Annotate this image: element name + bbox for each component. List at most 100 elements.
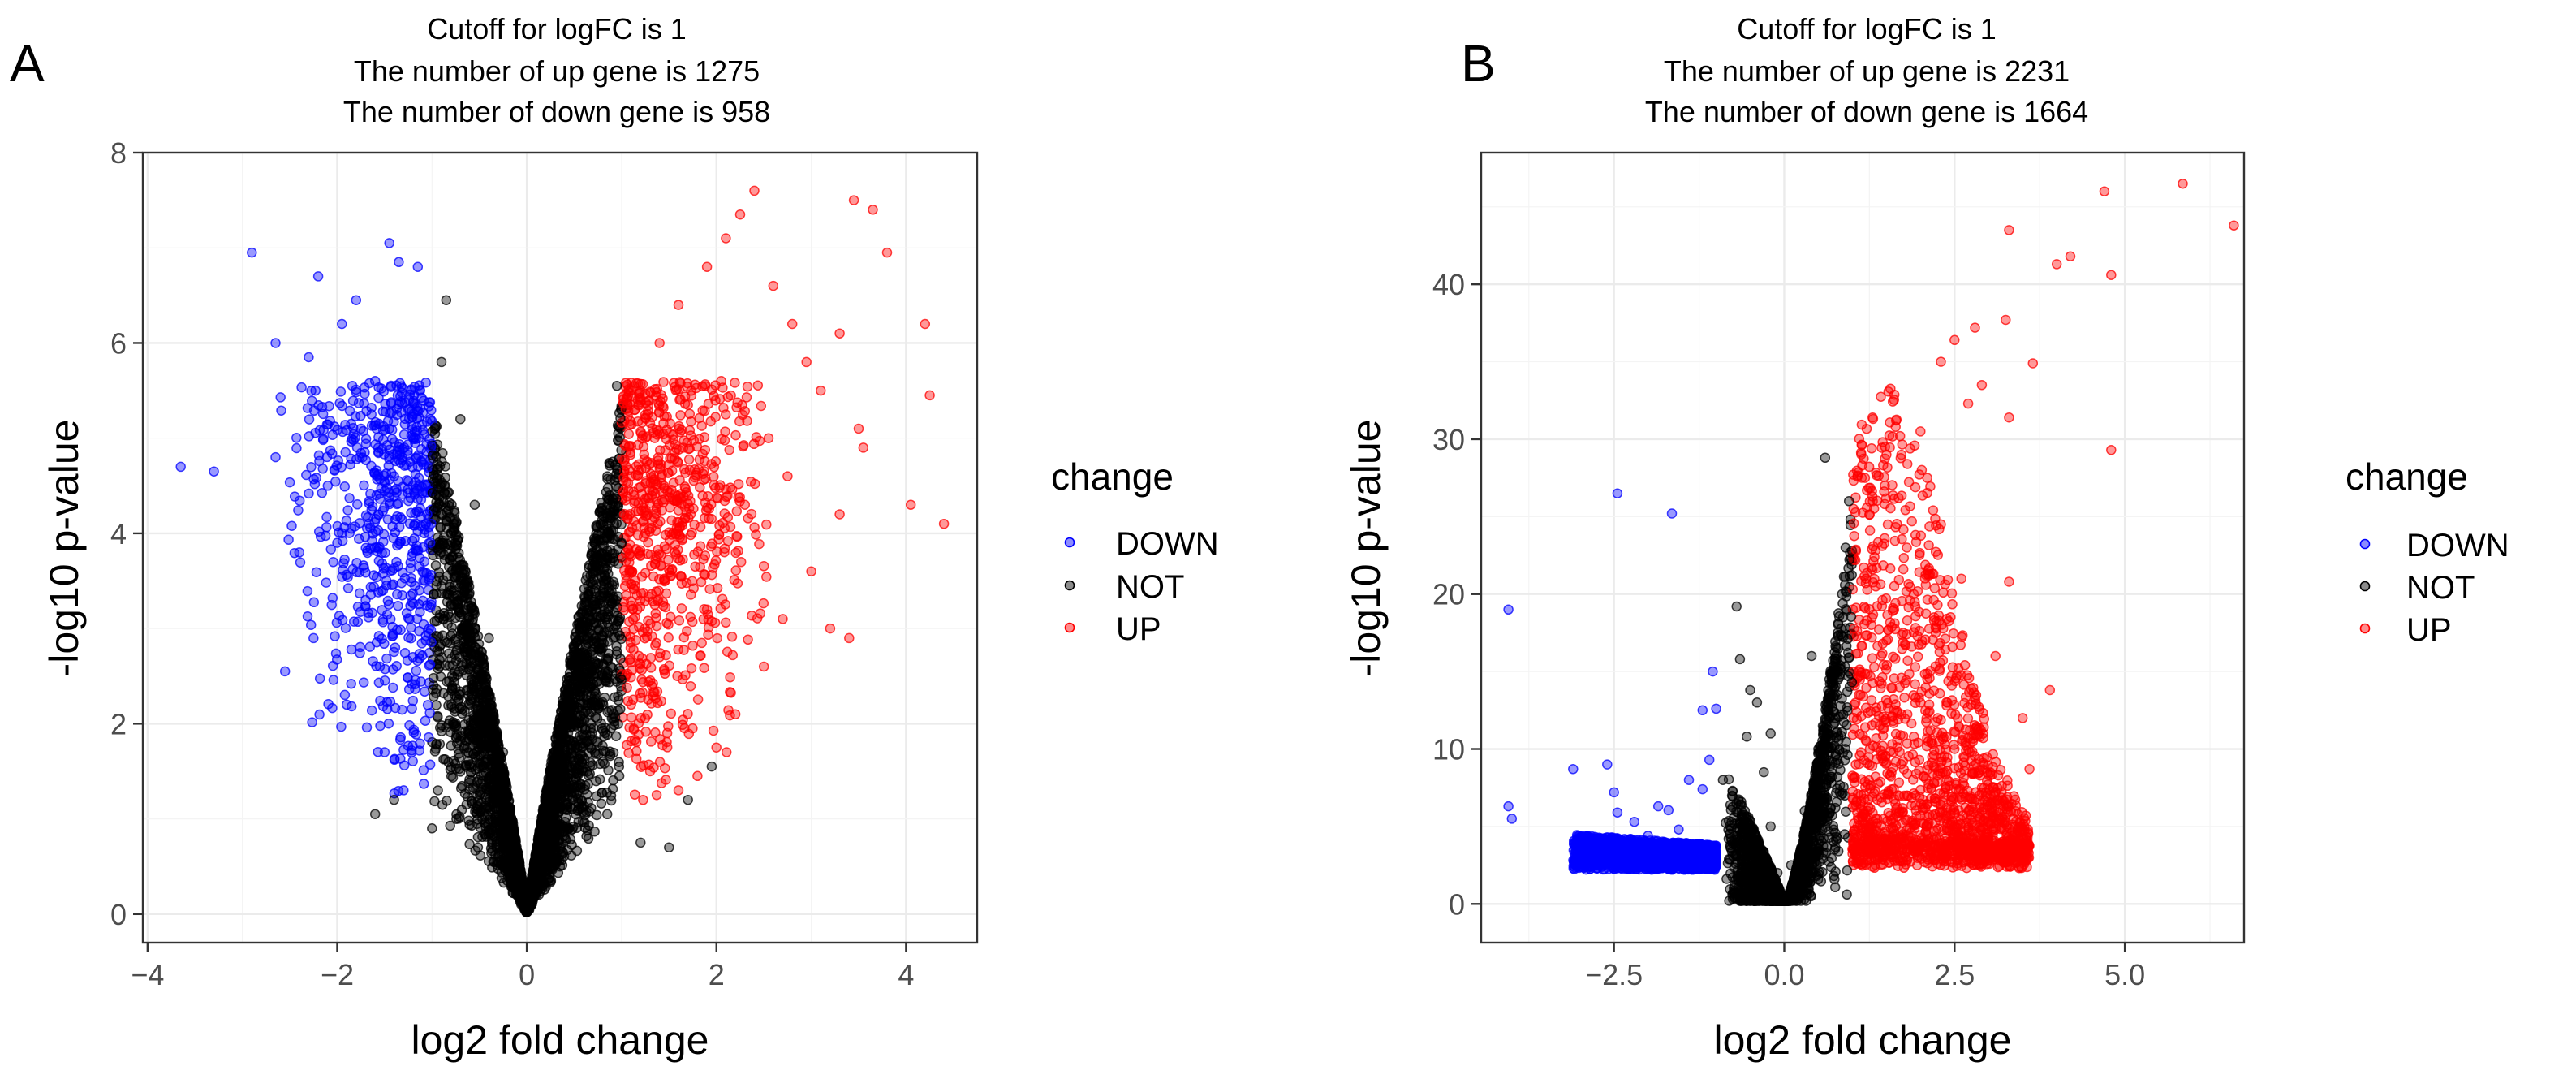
point-up xyxy=(761,519,772,530)
point-up xyxy=(695,482,705,493)
point-up xyxy=(656,389,666,400)
point-up xyxy=(738,441,748,452)
point-up xyxy=(743,634,753,645)
point-not xyxy=(435,479,446,490)
point-down xyxy=(411,665,422,676)
point-up xyxy=(730,565,742,576)
point-down xyxy=(318,434,329,444)
point-down xyxy=(327,660,338,671)
point-down xyxy=(366,705,377,716)
point-up xyxy=(719,508,730,519)
point-down xyxy=(286,520,297,531)
point-down xyxy=(414,380,424,391)
point-down xyxy=(358,677,369,688)
point-up xyxy=(664,564,674,575)
point-not xyxy=(435,539,446,550)
point-down xyxy=(375,720,386,732)
point-up xyxy=(666,708,677,719)
point-up xyxy=(752,380,764,391)
panel-a-title-line-3: The number of down gene is 958 xyxy=(343,95,770,128)
point-down xyxy=(331,460,342,471)
point-up xyxy=(703,622,714,633)
point-up xyxy=(745,477,756,487)
point-not xyxy=(594,506,605,517)
point-down xyxy=(306,462,317,473)
point-down xyxy=(389,437,400,448)
point-down xyxy=(295,557,306,568)
point-not xyxy=(472,710,483,720)
point-up xyxy=(733,546,743,556)
point-up xyxy=(731,531,742,542)
point-up xyxy=(640,568,651,578)
point-down xyxy=(358,560,369,571)
point-up xyxy=(671,494,683,506)
point-down xyxy=(420,635,431,646)
point-up xyxy=(635,595,646,606)
point-up xyxy=(654,734,666,745)
point-up xyxy=(641,492,653,503)
point-up xyxy=(650,640,661,651)
point-not xyxy=(451,645,462,656)
point-down xyxy=(398,760,410,770)
point-up xyxy=(636,674,647,685)
point-up xyxy=(689,549,700,560)
point-down xyxy=(275,392,286,403)
point-not xyxy=(471,783,481,795)
point-down xyxy=(317,402,328,412)
point-down xyxy=(310,427,321,438)
point-down xyxy=(291,433,302,443)
point-up xyxy=(626,712,637,723)
point-up xyxy=(629,789,640,800)
point-not xyxy=(581,806,592,818)
point-down xyxy=(391,661,402,671)
point-down xyxy=(424,707,435,719)
point-not xyxy=(445,820,455,831)
point-down xyxy=(408,598,419,609)
point-down xyxy=(348,616,360,627)
point-up xyxy=(645,619,656,629)
point-not xyxy=(603,653,614,663)
point-not xyxy=(592,736,602,747)
point-up xyxy=(712,583,723,593)
point-not xyxy=(581,597,592,607)
point-not xyxy=(472,818,483,829)
point-up xyxy=(709,480,719,490)
point-down xyxy=(408,724,420,736)
point-down xyxy=(425,414,436,425)
point-down xyxy=(302,611,313,622)
point-not xyxy=(608,775,618,786)
point-down xyxy=(403,632,414,643)
point-not xyxy=(572,805,584,816)
point-down xyxy=(386,407,397,417)
point-up xyxy=(661,617,672,628)
point-up xyxy=(709,462,720,473)
point-not xyxy=(438,753,449,765)
point-up xyxy=(660,762,670,774)
point-up xyxy=(752,613,763,624)
point-up xyxy=(618,486,629,498)
point-down xyxy=(417,488,428,498)
point-up xyxy=(625,399,635,410)
point-not xyxy=(453,532,464,542)
point-not xyxy=(433,785,443,796)
point-up xyxy=(645,468,657,480)
point-down xyxy=(424,397,434,408)
point-up xyxy=(717,517,728,529)
point-up xyxy=(731,506,743,516)
point-up xyxy=(661,775,671,785)
point-down xyxy=(336,721,347,732)
point-not xyxy=(435,671,446,682)
point-up xyxy=(674,395,685,405)
point-down xyxy=(384,492,394,503)
point-not xyxy=(427,487,438,498)
point-down xyxy=(355,447,367,459)
point-not xyxy=(448,755,459,766)
point-down xyxy=(377,617,389,628)
point-not xyxy=(614,757,624,767)
point-up xyxy=(730,429,741,441)
point-up xyxy=(635,428,647,438)
point-down xyxy=(360,434,372,444)
point-up xyxy=(635,688,646,699)
point-up xyxy=(641,456,653,467)
point-down xyxy=(334,611,345,621)
